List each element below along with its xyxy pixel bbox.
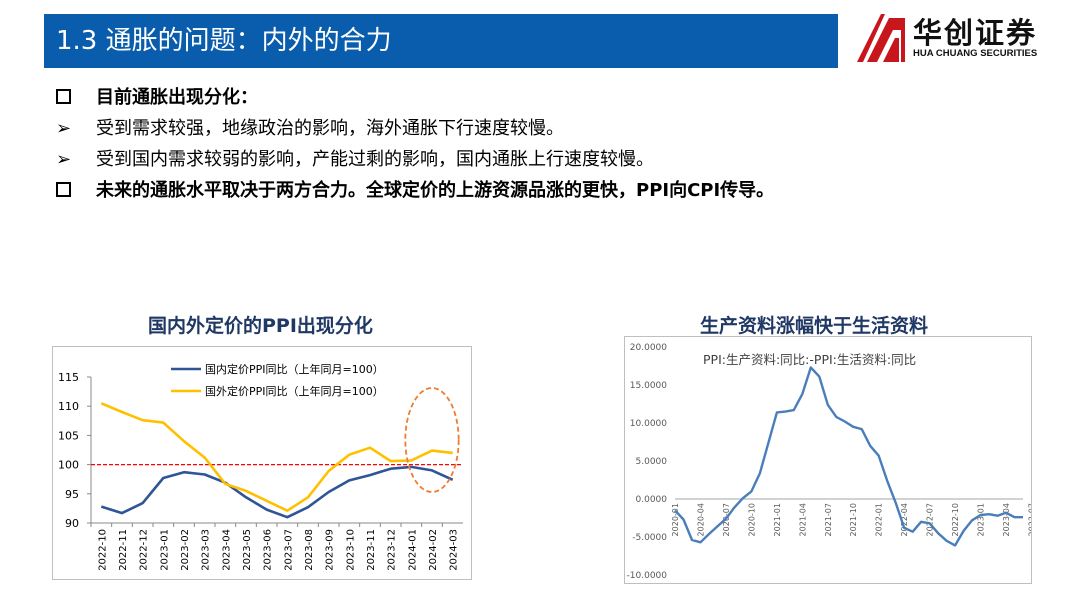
x-tick-label: 2023-12 bbox=[387, 529, 398, 571]
y-tick-label: 0.0000 bbox=[636, 495, 668, 505]
square-bullet-icon bbox=[56, 82, 86, 113]
x-tick-label: 2021-01 bbox=[773, 503, 782, 536]
x-tick-label: 2023-04 bbox=[221, 529, 232, 571]
x-tick-label: 2021-07 bbox=[824, 503, 833, 536]
series-line-1 bbox=[100, 465, 454, 519]
chart2-title: 生产资料涨幅快于生活资料 bbox=[700, 315, 929, 337]
x-tick-label: 2023-01 bbox=[159, 529, 170, 571]
y-tick-label: 5.0000 bbox=[636, 457, 668, 467]
bullet-text: 受到需求较强，地缘政治的影响，海外通胀下行速度较慢。 bbox=[96, 118, 564, 139]
y-tick-label: 90 bbox=[65, 517, 79, 530]
chart1-plot: 115 110 105 100 95 90 2022-10 2022-11 2022-12 20… bbox=[58, 362, 463, 571]
x-tick-label: 2020-01 bbox=[671, 503, 680, 536]
y-tick-label: 15.0000 bbox=[630, 381, 667, 391]
x-tick-label: 2024-03 bbox=[449, 529, 460, 571]
x-tick-label: 2023-09 bbox=[325, 529, 336, 571]
arrow-bullet-icon: ➢ bbox=[56, 149, 72, 170]
x-tick-label: 2020-04 bbox=[696, 503, 705, 536]
company-logo: 华创证券 HUA CHUANG SECURITIES bbox=[855, 8, 1060, 68]
y-tick-label: 20.0000 bbox=[630, 343, 667, 353]
bullet-text: 目前通胀出现分化： bbox=[96, 87, 258, 108]
page-title: 1.3 通胀的问题：内外的合力 bbox=[56, 26, 392, 56]
x-tick-label: 2022-11 bbox=[118, 529, 129, 571]
x-tick-label: 2023-07 bbox=[1027, 503, 1031, 536]
x-tick-label: 2022-10 bbox=[951, 503, 960, 536]
x-tick-label: 2021-10 bbox=[849, 503, 858, 536]
logo-mark-icon bbox=[857, 14, 905, 62]
chart2-plot: 20.0000 15.0000 10.0000 5.0000 0.0000 -5.0000… bbox=[627, 343, 1080, 581]
series-line-2 bbox=[100, 402, 453, 512]
bullet-text: 未来的通胀水平取决于两方合力。全球定价的上游资源品涨的更快，PPI向CPI传导。 bbox=[96, 180, 775, 201]
bullet-item: 目前通胀出现分化： bbox=[56, 82, 1056, 113]
legend-label-1: 国内定价PPI同比（上年同月=100） bbox=[205, 362, 384, 376]
y-tick-label: 110 bbox=[58, 400, 79, 413]
bullet-item: 未来的通胀水平取决于两方合力。全球定价的上游资源品涨的更快，PPI向CPI传导。 bbox=[56, 175, 1056, 206]
x-tick-label: 2022-07 bbox=[926, 503, 935, 536]
y-tick-label: 10.0000 bbox=[630, 419, 667, 429]
legend-label: PPI:生产资料:同比:-PPI:生活资料:同比 bbox=[703, 352, 916, 367]
x-tick-label: 2023-02 bbox=[180, 529, 191, 571]
square-bullet-icon bbox=[56, 175, 86, 206]
x-tick-label: 2023-10 bbox=[345, 529, 356, 571]
bullet-list: 目前通胀出现分化： ➢ 受到需求较强，地缘政治的影响，海外通胀下行速度较慢。 ➢… bbox=[56, 82, 1056, 206]
series-line-1 bbox=[674, 366, 1023, 547]
chart2-container: 20.0000 15.0000 10.0000 5.0000 0.0000 -5.0000… bbox=[624, 336, 1080, 584]
bullet-item: ➢ 受到需求较强，地缘政治的影响，海外通胀下行速度较慢。 bbox=[56, 113, 1056, 144]
x-tick-label: 2023-06 bbox=[263, 529, 274, 571]
legend-label-2: 国外定价PPI同比（上年同月=100） bbox=[205, 384, 384, 398]
y-tick-label: -5.0000 bbox=[632, 533, 667, 543]
x-tick-label: 2022-12 bbox=[139, 529, 150, 571]
y-tick-label: 115 bbox=[58, 371, 79, 384]
y-tick-label: -10.0000 bbox=[627, 571, 668, 581]
x-tick-label: 2023-04 bbox=[1002, 503, 1011, 536]
x-tick-label: 2022-01 bbox=[875, 503, 884, 536]
chart1-title: 国内外定价的PPI出现分化 bbox=[148, 315, 373, 337]
title-bar: 1.3 通胀的问题：内外的合力 bbox=[44, 14, 838, 68]
y-tick-label: 105 bbox=[58, 429, 79, 442]
bullet-item: ➢ 受到国内需求较弱的影响，产能过剩的影响，国内通胀上行速度较慢。 bbox=[56, 144, 1056, 175]
x-tick-label: 2024-01 bbox=[407, 529, 418, 571]
x-tick-label: 2022-04 bbox=[900, 503, 909, 536]
x-tick-label: 2022-10 bbox=[97, 529, 108, 571]
chart1-container: 115 110 105 100 95 90 2022-10 2022-11 2022-12 20… bbox=[52, 346, 472, 580]
arrow-bullet-icon: ➢ bbox=[56, 118, 72, 139]
bullet-text: 受到国内需求较弱的影响，产能过剩的影响，国内通胀上行速度较慢。 bbox=[96, 149, 654, 170]
logo-name-cn: 华创证券 bbox=[913, 16, 1038, 50]
x-tick-label: 2023-01 bbox=[977, 503, 986, 536]
x-tick-label: 2023-11 bbox=[366, 529, 377, 571]
y-tick-label: 100 bbox=[58, 459, 79, 472]
x-tick-label: 2024-02 bbox=[428, 529, 439, 571]
x-tick-label: 2023-03 bbox=[201, 529, 212, 571]
x-tick-label: 2023-08 bbox=[304, 529, 315, 571]
y-tick-label: 95 bbox=[65, 488, 79, 501]
x-tick-label: 2023-05 bbox=[242, 529, 253, 571]
logo-name-en: HUA CHUANG SECURITIES bbox=[913, 48, 1038, 59]
x-tick-label: 2023-07 bbox=[283, 529, 294, 571]
highlight-ellipse bbox=[404, 387, 460, 493]
x-tick-label: 2021-04 bbox=[798, 503, 807, 536]
x-tick-label: 2020-10 bbox=[747, 503, 756, 536]
